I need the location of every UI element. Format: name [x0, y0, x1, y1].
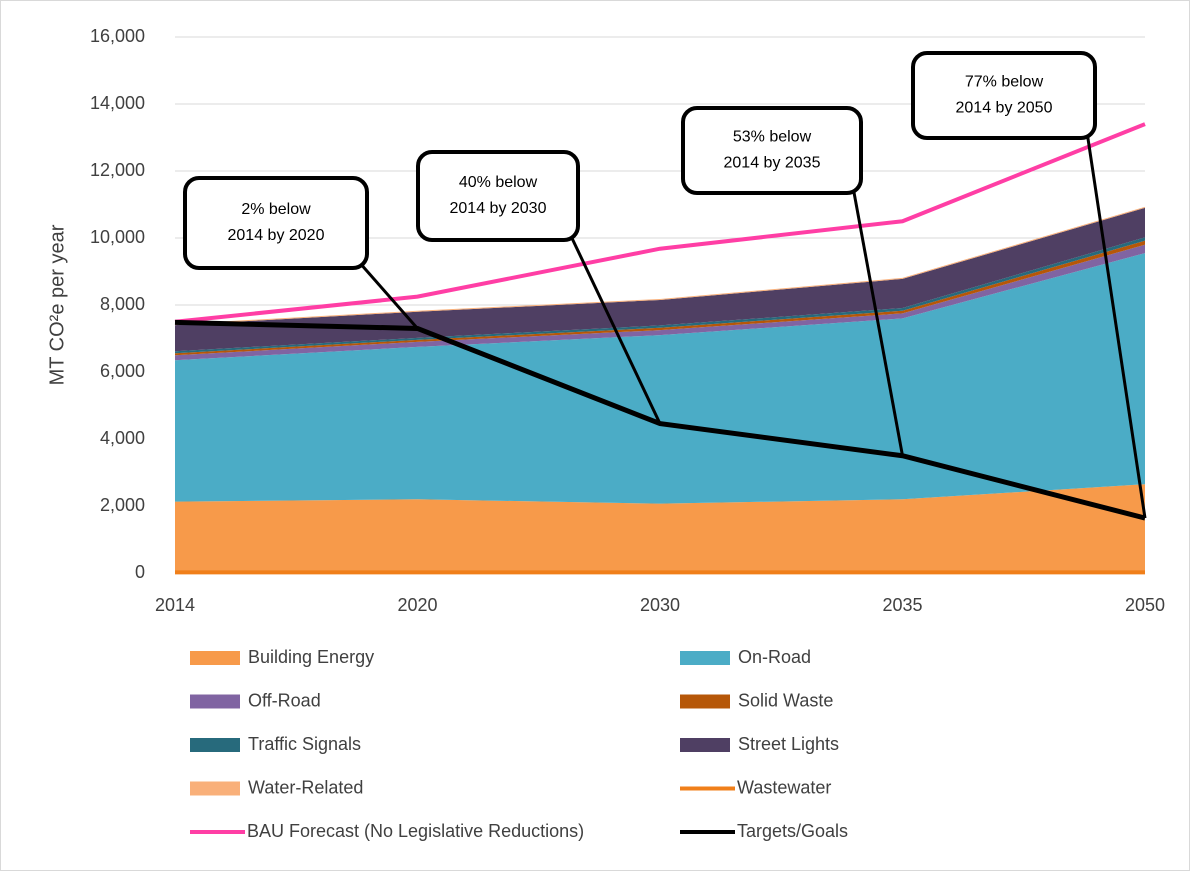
- callout-text: 2014 by 2020: [228, 227, 325, 244]
- callout: 2% below 2014 by 2020: [183, 176, 419, 330]
- y-tick-label: 2,000: [100, 495, 145, 515]
- x-tick-label: 2020: [397, 595, 437, 615]
- y-tick-label: 16,000: [90, 26, 145, 46]
- legend-label: Traffic Signals: [248, 734, 361, 754]
- x-tick-label: 2014: [155, 595, 195, 615]
- y-tick-label: 14,000: [90, 93, 145, 113]
- callout-pointer: [1085, 131, 1147, 519]
- callout-pointer: [851, 186, 904, 457]
- callout: 53% below 2014 by 2035: [681, 106, 904, 457]
- legend-swatch: [680, 738, 730, 752]
- legend-label: BAU Forecast (No Legislative Reductions): [247, 821, 584, 841]
- legend-swatch: [680, 651, 730, 665]
- callout-box: [416, 150, 580, 242]
- y-tick-label: 10,000: [90, 227, 145, 247]
- y-tick-label: 8,000: [100, 294, 145, 314]
- area: [175, 237, 1145, 354]
- callout-text: 40% below: [459, 174, 538, 191]
- legend-swatch: [190, 694, 240, 709]
- callout: 40% below 2014 by 2030: [416, 150, 662, 425]
- area: [175, 207, 1145, 352]
- callout-pointer: [357, 261, 419, 330]
- line: [174, 122, 1146, 324]
- legend-label: Street Lights: [738, 734, 839, 754]
- legend-label: Off-Road: [248, 690, 321, 710]
- y-tick-label: 6,000: [100, 361, 145, 381]
- x-tick-label: 2035: [882, 595, 922, 615]
- callout-text: 53% below: [733, 129, 812, 146]
- callout-text: 2% below: [241, 201, 311, 218]
- legend-label: Solid Waste: [738, 690, 833, 710]
- callout-text: 2014 by 2030: [450, 200, 547, 217]
- callout-box: [681, 106, 863, 195]
- legend-swatch: [680, 694, 730, 709]
- legend-swatch: [190, 738, 240, 752]
- y-tick-label: 12,000: [90, 160, 145, 180]
- callout-box: [911, 51, 1097, 140]
- legend-label: Targets/Goals: [737, 821, 848, 841]
- legend-label: Building Energy: [248, 647, 374, 667]
- legend-swatch: [190, 651, 240, 665]
- x-tick-label: 2030: [640, 595, 680, 615]
- x-tick-label: 2050: [1125, 595, 1165, 615]
- area: [175, 484, 1145, 573]
- area: [175, 253, 1145, 504]
- callout: 77% below 2014 by 2050: [911, 51, 1147, 519]
- legend-label: Wastewater: [737, 777, 831, 797]
- area: [175, 240, 1145, 356]
- callout-text: 2014 by 2035: [724, 155, 821, 172]
- legend-swatch: [190, 781, 240, 796]
- callout-box: [183, 176, 369, 270]
- y-tick-label: 0: [135, 562, 145, 582]
- y-tick-label: 4,000: [100, 428, 145, 448]
- y-axis-label: MT CO²e per year: [46, 224, 68, 385]
- area: [175, 244, 1145, 361]
- legend-label: On-Road: [738, 647, 811, 667]
- legend-label: Water-Related: [248, 777, 363, 797]
- callout-text: 77% below: [965, 74, 1044, 91]
- callout-pointer: [568, 233, 662, 425]
- callout-text: 2014 by 2050: [956, 100, 1053, 117]
